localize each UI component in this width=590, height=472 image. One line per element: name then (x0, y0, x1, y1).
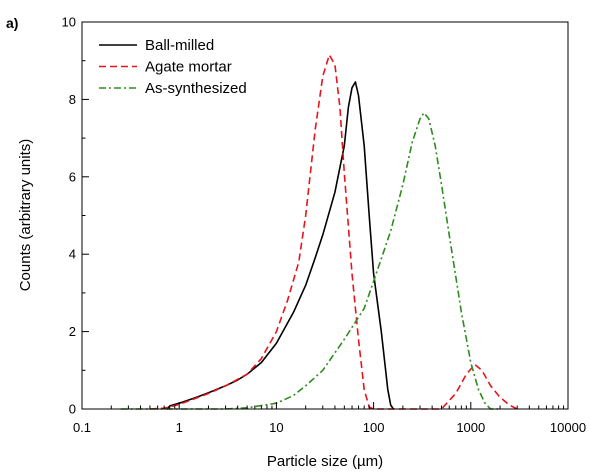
x-axis-title: Particle size (µm) (267, 453, 383, 470)
y-tick-label: 10 (62, 15, 76, 30)
x-tick-label: 10000 (550, 420, 586, 435)
y-tick-label: 6 (69, 169, 76, 184)
x-tick-label: 1000 (456, 420, 485, 435)
y-axis-title: Counts (arbitrary units) (17, 139, 34, 292)
x-tick-label: 0.1 (73, 420, 91, 435)
legend-label-1: Ball-milled (145, 37, 214, 54)
x-axis: 0.1 1 10 100 1000 10000 (73, 402, 586, 435)
panel-label: a) (6, 15, 18, 31)
x-tick-label: 1 (176, 420, 183, 435)
y-axis: 0 2 4 6 8 10 (62, 15, 89, 417)
series-line-3 (120, 112, 501, 410)
legend: Ball-milled Agate mortar As-synthesized (99, 37, 247, 97)
plot-lines (120, 54, 518, 410)
legend-label-3: As-synthesized (145, 80, 247, 97)
y-tick-label: 8 (69, 92, 76, 107)
y-tick-label: 2 (69, 324, 76, 339)
x-tick-label: 100 (363, 420, 385, 435)
legend-label-2: Agate mortar (145, 59, 232, 76)
y-tick-label: 0 (69, 402, 76, 417)
series-line-2 (149, 54, 518, 410)
x-tick-label: 10 (269, 420, 283, 435)
y-tick-label: 4 (69, 247, 76, 262)
